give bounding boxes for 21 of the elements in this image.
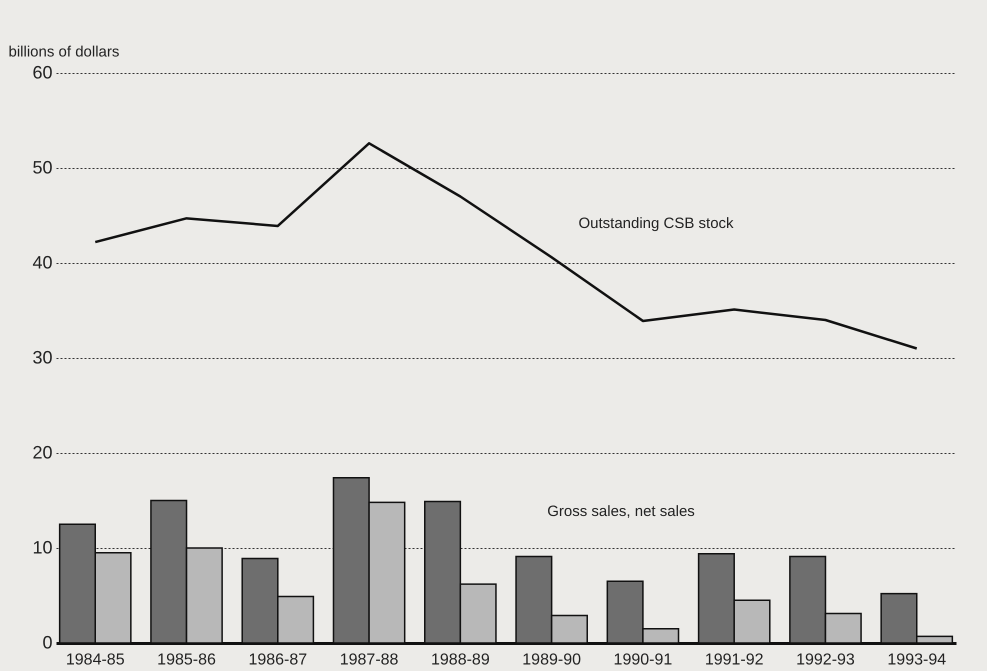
y-axis-title: billions of dollars (8, 44, 120, 60)
x-tick-label: 1984-85 (66, 652, 125, 668)
y-tick-label: 50 (32, 158, 52, 178)
y-tick-label: 40 (32, 252, 52, 272)
line-series (94, 142, 918, 350)
y-tick-label: 60 (32, 62, 52, 82)
x-tick-label: 1993-94 (887, 652, 946, 668)
y-tick-label: 20 (32, 442, 52, 462)
x-tick-label: 1991-92 (704, 652, 764, 668)
annotation: Gross sales, net sales (547, 503, 695, 520)
y-tick-label: 30 (32, 348, 52, 368)
x-tick-label: 1985-86 (157, 652, 216, 668)
x-tick-label: 1988-89 (431, 652, 490, 668)
x-tick-label: 1992-93 (796, 652, 855, 668)
x-tick-label: 1990-91 (614, 652, 672, 668)
y-tick-label: 10 (32, 538, 52, 558)
x-tick-label: 1987-88 (340, 652, 399, 668)
x-tick-label: 1989-90 (522, 652, 582, 668)
y-tick-label: 0 (42, 632, 52, 652)
annotation: Outstanding CSB stock (578, 215, 734, 232)
x-tick-label: 1986-87 (248, 652, 308, 668)
